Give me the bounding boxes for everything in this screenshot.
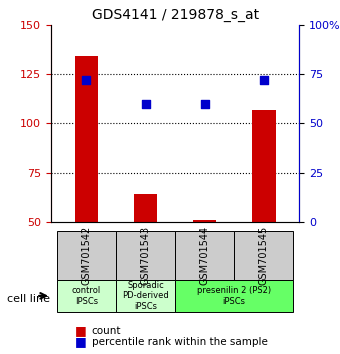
Text: percentile rank within the sample: percentile rank within the sample (92, 337, 268, 347)
Point (202, 101, 207, 107)
FancyBboxPatch shape (57, 231, 116, 280)
Text: count: count (92, 326, 121, 336)
Text: presenilin 2 (PS2)
iPSCs: presenilin 2 (PS2) iPSCs (197, 286, 271, 306)
Text: GSM701542: GSM701542 (82, 226, 91, 285)
Text: control
IPSCs: control IPSCs (72, 286, 101, 306)
Text: GSM701543: GSM701543 (140, 226, 151, 285)
FancyBboxPatch shape (175, 280, 293, 312)
Point (261, 77, 267, 83)
Bar (134, 194, 157, 222)
Bar (252, 109, 275, 222)
Text: GSM701545: GSM701545 (259, 226, 269, 285)
Text: ■: ■ (75, 335, 87, 348)
Bar (193, 220, 217, 222)
FancyBboxPatch shape (116, 231, 175, 280)
Text: Sporadic
PD-derived
iPSCs: Sporadic PD-derived iPSCs (122, 281, 169, 311)
Point (143, 101, 148, 107)
Title: GDS4141 / 219878_s_at: GDS4141 / 219878_s_at (91, 8, 259, 22)
FancyBboxPatch shape (116, 280, 175, 312)
Text: cell line: cell line (7, 294, 50, 304)
FancyBboxPatch shape (57, 280, 116, 312)
FancyBboxPatch shape (175, 231, 234, 280)
Bar (75, 56, 98, 222)
FancyBboxPatch shape (234, 231, 293, 280)
Text: ■: ■ (75, 325, 87, 337)
Text: GSM701544: GSM701544 (200, 226, 210, 285)
Point (84, 77, 89, 83)
